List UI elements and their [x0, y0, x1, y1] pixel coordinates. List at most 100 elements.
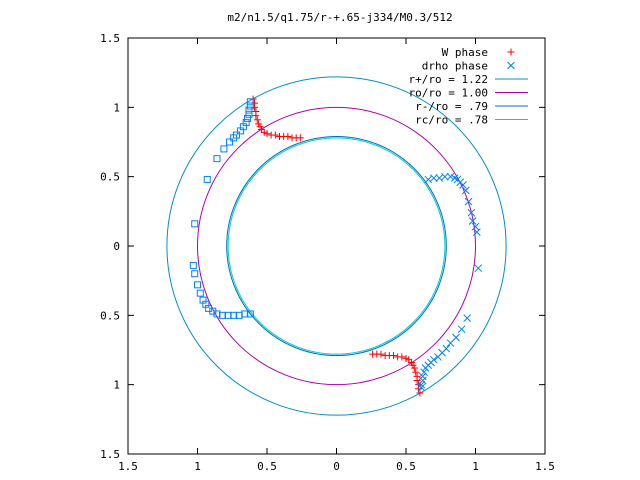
cross-b: [446, 172, 455, 181]
cross-b: [417, 380, 426, 389]
data-point: [446, 172, 455, 181]
cross-b: [450, 174, 459, 182]
cross-b: [459, 181, 467, 189]
data-point: [252, 112, 260, 120]
data-point: [369, 350, 377, 358]
legend-label: drho phase: [422, 60, 488, 73]
data-point: [429, 355, 438, 364]
y-tick-label: 0: [113, 240, 120, 253]
data-point: [296, 134, 304, 142]
x-tick-label: 0: [333, 460, 340, 473]
data-point: [474, 264, 483, 273]
cross-b: [429, 174, 438, 182]
data-point: [417, 380, 426, 389]
x-tick-label: 0.5: [396, 460, 416, 473]
data-point: [412, 368, 420, 376]
data-point: [417, 383, 426, 392]
data-point: [416, 389, 424, 397]
y-tick-label: 1.5: [100, 32, 120, 45]
cross-b: [435, 174, 444, 182]
data-point: [263, 130, 271, 138]
data-point: [284, 132, 292, 140]
x-tick-label: 1.5: [118, 460, 138, 473]
data-point: [245, 110, 253, 118]
legend-label: r-/ro = .79: [415, 100, 488, 113]
data-point: [459, 181, 467, 189]
data-point: [467, 208, 476, 217]
circle-0: [166, 76, 507, 416]
data-point: [463, 314, 472, 322]
legend-label: rc/ro = .78: [415, 114, 488, 127]
data-point: [381, 352, 389, 360]
cross-b: [473, 228, 481, 236]
cross-b: [461, 186, 470, 195]
data-point: [189, 261, 197, 269]
data-point: [464, 197, 473, 206]
cross-b: [507, 61, 515, 70]
cross-b: [452, 333, 460, 342]
cross-b: [468, 217, 477, 225]
series-1: [417, 172, 483, 392]
circle-2: [226, 135, 447, 357]
cross-b: [420, 368, 428, 377]
data-point: [457, 325, 466, 334]
y-tick-label: 1: [113, 101, 120, 114]
data-point: [394, 353, 402, 361]
circle-3: [227, 137, 446, 355]
cross-b: [457, 325, 466, 334]
x-tick-label: 1.5: [535, 460, 555, 473]
data-point: [225, 138, 233, 146]
data-point: [413, 372, 421, 380]
x-tick-label: 1: [472, 460, 479, 473]
data-point: [191, 270, 199, 278]
cross-b: [463, 314, 472, 322]
legend-label: r+/ro = 1.22: [409, 73, 488, 86]
data-point: [246, 98, 254, 106]
data-point: [435, 174, 444, 182]
data-point: [461, 186, 470, 195]
axis-ticks: 1.5 1 0.5 0 0.5 1 1.51.510.500.511.5: [100, 32, 555, 473]
data-point: [441, 172, 449, 181]
data-point: [220, 145, 228, 153]
data-point: [213, 155, 221, 163]
data-point: [237, 127, 245, 135]
data-point: [420, 368, 428, 377]
data-point: [194, 281, 201, 289]
y-tick-label: 0.5: [100, 309, 120, 322]
legend-label: ro/ro = 1.00: [409, 87, 488, 100]
data-point: [244, 114, 252, 122]
y-tick-label: 1.5: [100, 448, 120, 461]
data-point: [196, 289, 204, 297]
cross-b: [464, 197, 473, 206]
data-point: [442, 344, 451, 353]
data-point: [246, 102, 254, 110]
cross-b: [467, 208, 476, 217]
cross-b: [417, 383, 426, 392]
data-points: [189, 95, 483, 397]
y-tick-label: 0.5: [100, 171, 120, 184]
legend-marker: [507, 61, 515, 70]
cross-b: [418, 372, 427, 381]
data-point: [246, 310, 254, 318]
cross-b: [429, 355, 438, 364]
data-point: [418, 372, 427, 381]
circle-1: [197, 106, 476, 386]
series-2: [189, 98, 254, 319]
data-point: [468, 217, 477, 225]
series-0: [249, 95, 424, 397]
y-tick-label: 1: [113, 379, 120, 392]
reference-circles: [166, 76, 507, 416]
data-point: [203, 175, 211, 183]
cross-b: [442, 344, 451, 353]
legend-marker: [507, 48, 515, 56]
data-point: [402, 354, 410, 362]
x-tick-label: 0.5: [257, 460, 277, 473]
data-point: [253, 116, 261, 124]
data-point: [473, 228, 481, 236]
data-point: [429, 174, 438, 182]
data-point: [230, 134, 238, 142]
cross-b: [474, 264, 483, 273]
legend-label: W phase: [442, 46, 488, 59]
